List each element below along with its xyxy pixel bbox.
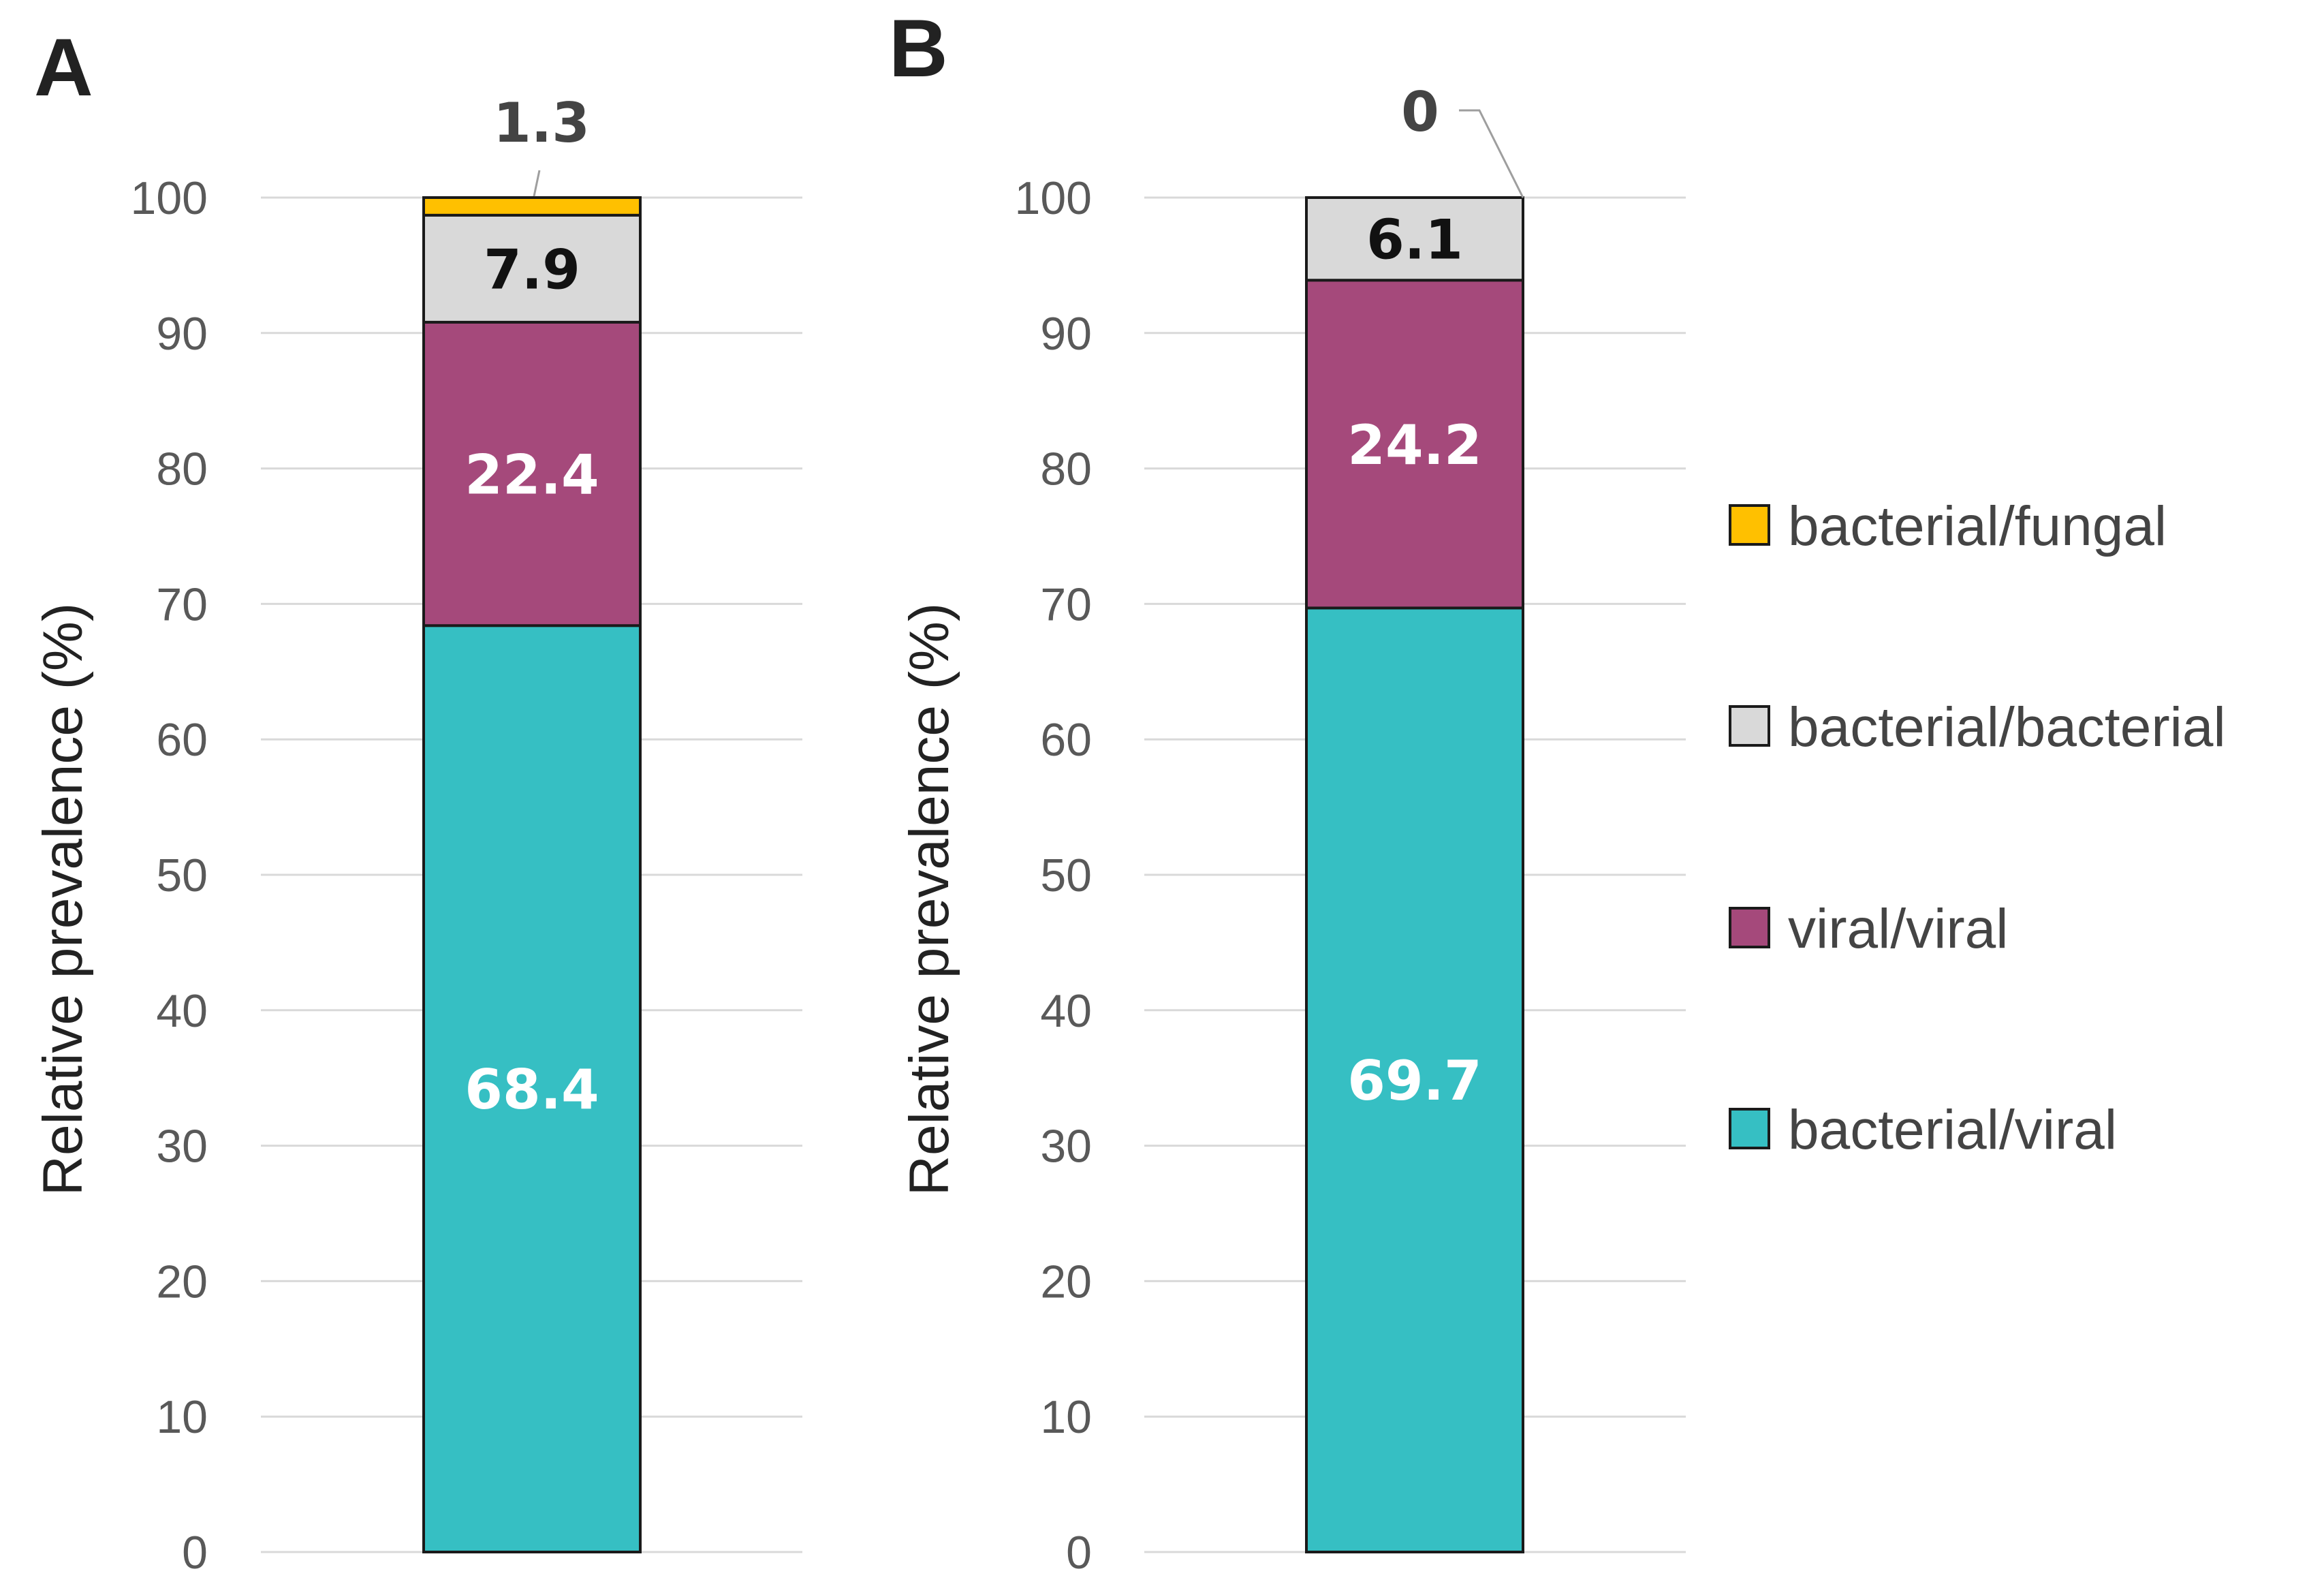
y-tick-label: 0 — [182, 1527, 208, 1579]
y-tick-label: 90 — [1040, 308, 1092, 360]
bar-segment-bacterial-bacterial — [1305, 196, 1524, 282]
y-tick-label: 50 — [156, 850, 208, 901]
data-label-bacterial-fungal: 0 — [1401, 80, 1439, 144]
y-tick-label: 30 — [1040, 1121, 1092, 1173]
data-label-viral-viral: 22.4 — [465, 444, 599, 507]
y-tick-label: 40 — [156, 985, 208, 1037]
y-tick-label: 70 — [156, 578, 208, 630]
bar-segment-viral-viral — [1305, 279, 1524, 610]
legend-label-bacterial-viral: bacterial/viral — [1788, 1099, 2117, 1161]
bar-segment-bacterial-viral — [422, 624, 642, 1553]
y-axis-title: Relative prevalence (%) — [32, 603, 94, 1196]
bar-segment-viral-viral — [422, 320, 642, 627]
panel-b: B 0 10 20 30 40 50 60 70 80 90 100 Relative prevalen… — [889, 3, 1686, 1579]
legend-label-viral-viral: viral/viral — [1788, 898, 2008, 960]
y-tick-label: 80 — [156, 444, 208, 495]
legend-label-bacterial-fungal: bacterial/fungal — [1788, 495, 2167, 557]
legend-swatch-bacterial-fungal — [1729, 504, 1770, 546]
data-label-bacterial-fungal: 1.3 — [493, 91, 590, 155]
data-label-bacterial-bacterial: 7.9 — [484, 238, 580, 301]
y-tick-label: 90 — [156, 308, 208, 360]
data-label-bacterial-bacterial: 6.1 — [1366, 208, 1463, 272]
y-tick-label: 80 — [1040, 444, 1092, 495]
y-tick-label: 20 — [1040, 1256, 1092, 1307]
legend-swatch-bacterial-bacterial — [1729, 705, 1770, 747]
data-label-viral-viral: 24.2 — [1347, 414, 1481, 477]
panel-letter-b: B — [889, 3, 948, 94]
panel-letter-a: A — [34, 22, 93, 113]
bar-segment-bacterial-fungal — [422, 196, 642, 217]
y-tick-label: 50 — [1040, 850, 1092, 901]
y-tick-label: 20 — [156, 1256, 208, 1307]
y-tick-label: 10 — [156, 1391, 208, 1443]
y-tick-label: 100 — [1015, 172, 1092, 224]
legend-label-bacterial-bacterial: bacterial/bacterial — [1788, 696, 2226, 758]
legend: bacterial/fungal bacterial/bacterial viral… — [1729, 495, 2226, 1161]
legend-swatch-viral-viral — [1729, 907, 1770, 948]
y-tick-label: 60 — [156, 714, 208, 766]
y-tick-label: 100 — [131, 172, 208, 224]
data-label-bacterial-viral: 68.4 — [465, 1058, 599, 1121]
leader-line — [533, 170, 541, 197]
y-tick-label: 60 — [1040, 714, 1092, 766]
panel-a: A 0 10 20 30 40 50 60 70 80 90 100 Relative prevalen… — [32, 22, 802, 1579]
y-tick-label: 0 — [1066, 1527, 1092, 1579]
data-label-bacterial-viral: 69.7 — [1347, 1049, 1481, 1113]
y-tick-label: 10 — [1040, 1391, 1092, 1443]
y-tick-label: 40 — [1040, 985, 1092, 1037]
legend-swatch-bacterial-viral — [1729, 1108, 1770, 1149]
leader-line — [1459, 109, 1524, 198]
bar-segment-bacterial-bacterial — [422, 213, 642, 324]
y-axis-title: Relative prevalence (%) — [898, 603, 960, 1196]
y-tick-label: 30 — [156, 1121, 208, 1173]
y-tick-label: 70 — [1040, 578, 1092, 630]
